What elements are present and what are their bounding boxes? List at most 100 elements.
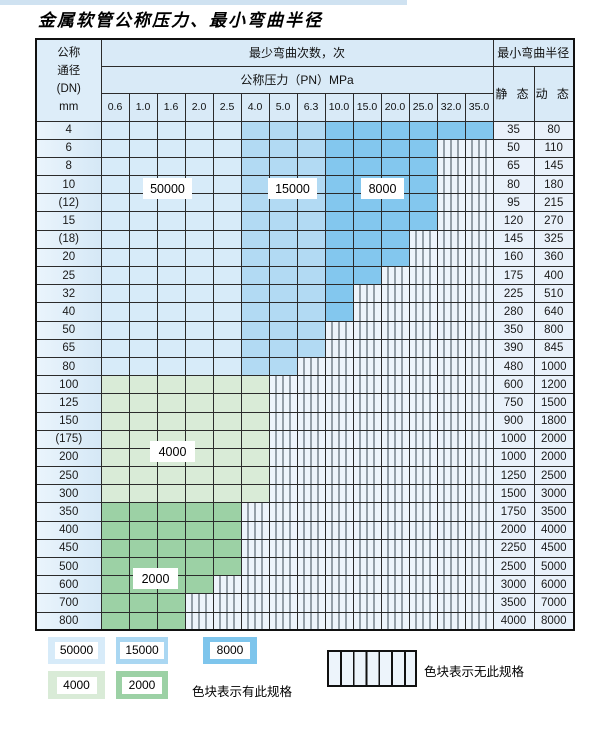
static-radius-cell: 900 — [492, 411, 535, 431]
dn-cell: 500 — [35, 556, 102, 577]
spec-available-cell — [156, 265, 186, 286]
dynamic-radius-cell: 1800 — [533, 411, 575, 431]
no-spec-cell — [352, 484, 382, 504]
spec-available-cell — [212, 466, 242, 486]
no-spec-cell — [408, 411, 438, 431]
no-spec-cell — [268, 411, 298, 431]
corner-header-dn: 公称 通径 (DN) mm — [35, 38, 102, 122]
dynamic-radius-cell: 640 — [533, 302, 575, 322]
no-spec-cell — [240, 575, 270, 595]
no-spec-cell — [352, 556, 382, 577]
no-spec-cell — [436, 356, 466, 377]
spec-available-cell — [296, 284, 326, 304]
spec-available-cell — [240, 247, 270, 268]
no-spec-cell — [464, 284, 494, 304]
no-spec-cell — [408, 484, 438, 504]
spec-available-cell — [240, 284, 270, 304]
no-spec-cell — [240, 556, 270, 577]
spec-available-cell — [100, 538, 130, 559]
spec-available-cell — [380, 229, 410, 249]
spec-available-cell — [184, 338, 214, 358]
spec-available-cell — [380, 247, 410, 268]
spec-available-cell — [296, 211, 326, 231]
no-spec-cell — [296, 538, 326, 559]
no-spec-cell — [296, 375, 326, 395]
spec-available-cell — [100, 502, 130, 522]
no-spec-cell — [436, 193, 466, 213]
no-spec-cell — [408, 502, 438, 522]
spec-available-cell — [128, 156, 158, 177]
no-spec-cell — [380, 575, 410, 595]
pressure-tick: 15.0 — [352, 92, 382, 122]
spec-available-cell — [212, 320, 242, 340]
dn-cell: 6 — [35, 138, 102, 158]
spec-available-cell — [296, 265, 326, 286]
no-spec-cell — [408, 338, 438, 358]
no-spec-cell — [436, 211, 466, 231]
no-spec-cell — [464, 575, 494, 595]
spec-available-cell — [212, 302, 242, 322]
no-spec-cell — [296, 393, 326, 413]
dynamic-radius-cell: 8000 — [533, 611, 575, 631]
no-spec-cell — [324, 575, 354, 595]
no-spec-cell — [436, 338, 466, 358]
spec-available-cell — [268, 120, 298, 140]
top-decoration-strip — [0, 0, 407, 5]
spec-available-cell — [184, 375, 214, 395]
cycles-label-4000: 4000 — [150, 441, 195, 462]
no-spec-cell — [408, 375, 438, 395]
static-radius-cell: 480 — [492, 356, 535, 377]
dynamic-radius-cell: 5000 — [533, 556, 575, 577]
static-header: 静 态 — [492, 65, 535, 122]
spec-available-cell — [240, 411, 270, 431]
cycles-label-15000: 15000 — [268, 178, 317, 199]
no-spec-cell — [380, 393, 410, 413]
spec-available-cell — [212, 484, 242, 504]
no-spec-cell — [436, 593, 466, 613]
no-spec-cell — [324, 466, 354, 486]
static-radius-cell: 65 — [492, 156, 535, 177]
spec-available-cell — [128, 320, 158, 340]
no-spec-cell — [408, 538, 438, 559]
no-spec-cell — [408, 429, 438, 449]
dn-cell: 80 — [35, 356, 102, 377]
static-radius-cell: 160 — [492, 247, 535, 268]
table-row: 400 2000 4000 — [35, 520, 575, 540]
spec-available-cell — [324, 120, 354, 140]
dn-cell: 50 — [35, 320, 102, 340]
spec-available-cell — [296, 156, 326, 177]
spec-available-cell — [324, 302, 354, 322]
table-row: 40 280 640 — [35, 302, 575, 322]
spec-available-cell — [324, 175, 354, 195]
no-spec-cell — [408, 284, 438, 304]
spec-available-cell — [212, 393, 242, 413]
spec-available-cell — [100, 393, 130, 413]
no-spec-cell — [240, 611, 270, 631]
legend-swatch-4000: 4000 — [48, 671, 105, 699]
spec-available-cell — [184, 247, 214, 268]
table-row: 300 1500 3000 — [35, 484, 575, 504]
no-spec-cell — [352, 429, 382, 449]
legend-swatch-15000: 15000 — [116, 637, 168, 664]
table-row: 80 480 1000 — [35, 356, 575, 377]
spec-available-cell — [352, 138, 382, 158]
spec-available-cell — [212, 284, 242, 304]
table-row: 500 2500 5000 — [35, 556, 575, 577]
spec-available-cell — [268, 247, 298, 268]
no-spec-cell — [352, 411, 382, 431]
no-spec-cell — [380, 611, 410, 631]
no-spec-cell — [296, 447, 326, 468]
spec-available-cell — [100, 247, 130, 268]
table-row: (175) 1000 2000 — [35, 429, 575, 449]
no-spec-cell — [324, 502, 354, 522]
spec-available-cell — [240, 211, 270, 231]
no-spec-cell — [436, 520, 466, 540]
static-radius-cell: 1000 — [492, 429, 535, 449]
no-spec-cell — [324, 556, 354, 577]
spec-available-cell — [296, 229, 326, 249]
no-spec-cell — [408, 229, 438, 249]
no-spec-cell — [464, 484, 494, 504]
no-spec-cell — [380, 375, 410, 395]
spec-available-cell — [436, 120, 466, 140]
spec-available-cell — [408, 193, 438, 213]
